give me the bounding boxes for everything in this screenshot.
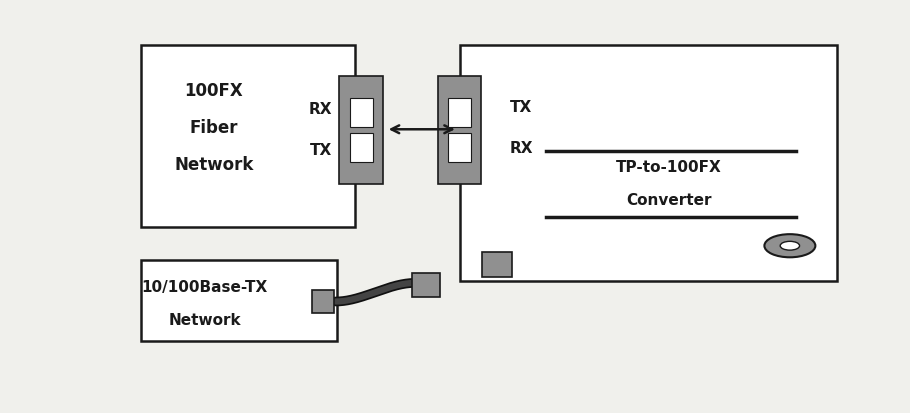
FancyBboxPatch shape — [449, 98, 470, 127]
Text: Network: Network — [168, 313, 241, 328]
FancyBboxPatch shape — [350, 98, 372, 127]
FancyBboxPatch shape — [350, 133, 372, 162]
Text: RX: RX — [510, 141, 533, 156]
Text: TP-to-100FX: TP-to-100FX — [616, 160, 722, 175]
FancyBboxPatch shape — [412, 273, 440, 297]
Text: RX: RX — [308, 102, 332, 117]
Circle shape — [764, 234, 815, 257]
FancyBboxPatch shape — [339, 76, 383, 184]
Text: 10/100Base-TX: 10/100Base-TX — [142, 280, 268, 294]
Text: Network: Network — [174, 156, 254, 174]
FancyBboxPatch shape — [141, 260, 337, 341]
FancyBboxPatch shape — [449, 133, 470, 162]
Circle shape — [780, 241, 800, 250]
Text: Converter: Converter — [626, 193, 712, 208]
FancyBboxPatch shape — [438, 76, 481, 184]
Text: 100FX: 100FX — [185, 82, 243, 100]
Text: TX: TX — [310, 143, 332, 158]
Text: TX: TX — [510, 100, 531, 115]
FancyBboxPatch shape — [460, 45, 837, 281]
FancyBboxPatch shape — [482, 252, 512, 277]
Text: Fiber: Fiber — [189, 119, 238, 137]
FancyBboxPatch shape — [311, 290, 335, 313]
FancyBboxPatch shape — [141, 45, 355, 227]
